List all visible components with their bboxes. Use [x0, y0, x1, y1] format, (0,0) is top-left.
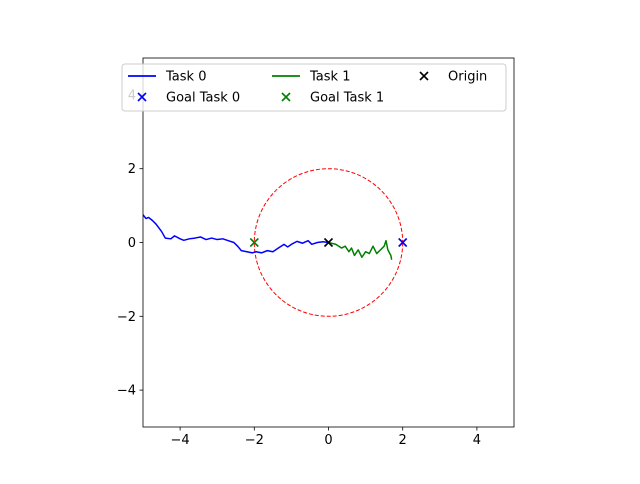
legend-marker-goal-task-0 — [137, 92, 147, 102]
legend-item-origin: Origin — [419, 70, 487, 85]
x-tick-label: 2 — [399, 433, 407, 448]
marker-goal-task-0-0 — [398, 237, 408, 248]
series-line-task-1 — [327, 239, 393, 260]
marker-origin-0 — [323, 237, 334, 248]
plot-area — [143, 168, 408, 317]
legend-label: Origin — [448, 70, 487, 85]
y-tick-label: −4 — [117, 384, 136, 399]
marker-goal-task-0-0-stroke-b — [398, 237, 408, 248]
legend-marker-origin-stroke-b — [419, 71, 429, 81]
legend-box — [121, 63, 507, 112]
legend-label: Task 0 — [165, 70, 206, 85]
legend-item-goal-task-0: Goal Task 0 — [137, 91, 240, 106]
marker-goal-task-1-0-stroke-b — [249, 237, 259, 248]
y-tick-label: −2 — [117, 310, 136, 325]
x-tick-label: −2 — [245, 433, 264, 448]
legend-label: Goal Task 1 — [310, 91, 384, 106]
x-tick-label: 0 — [324, 433, 332, 448]
legend-marker-origin — [419, 71, 429, 81]
legend: Task 0 Task 1 Goal Task 0 Goal Task 1 Origin — [121, 63, 507, 112]
y-tick-label: 2 — [128, 162, 136, 177]
marker-origin-0-stroke-b — [323, 237, 334, 248]
legend-item-task-1: Task 1 — [272, 70, 350, 85]
plot-content — [143, 168, 408, 317]
legend-marker-goal-task-0-stroke-b — [137, 92, 147, 102]
x-tick-label: 4 — [473, 433, 481, 448]
legend-marker-goal-task-1 — [281, 92, 291, 102]
legend-label: Task 1 — [309, 70, 350, 85]
legend-label: Goal Task 0 — [166, 91, 240, 106]
x-tick-label: −4 — [171, 433, 190, 448]
marker-goal-task-1-0 — [249, 237, 259, 248]
y-tick-label: 0 — [128, 236, 136, 251]
legend-item-goal-task-1: Goal Task 1 — [281, 91, 384, 106]
series-line-task-0 — [143, 214, 330, 254]
legend-marker-goal-task-1-stroke-b — [281, 92, 291, 102]
legend-item-task-0: Task 0 — [128, 70, 206, 85]
